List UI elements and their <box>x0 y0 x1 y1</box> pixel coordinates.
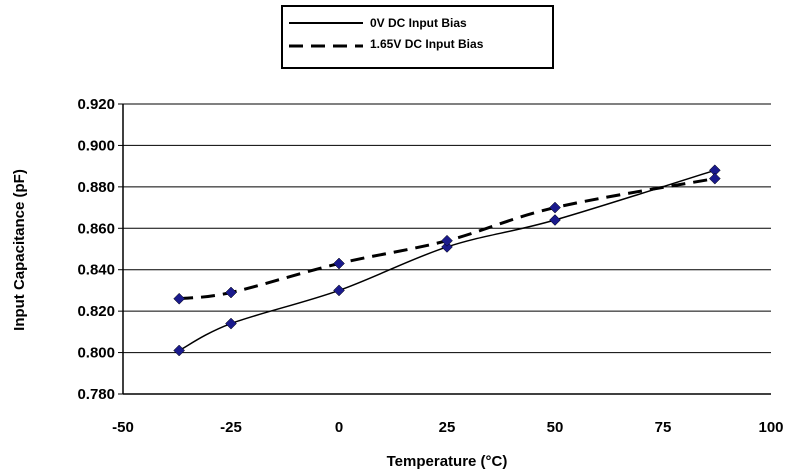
x-tick-label: 100 <box>758 419 783 436</box>
x-tick-label: -50 <box>112 419 134 436</box>
data-point-marker <box>549 214 561 226</box>
y-tick-label: 0.820 <box>77 303 115 320</box>
x-tick-label: 50 <box>547 419 564 436</box>
legend-box <box>281 5 554 69</box>
legend-label-0v: 0V DC Input Bias <box>370 16 467 30</box>
series-lines <box>178 169 716 352</box>
y-tick-label: 0.840 <box>77 262 115 279</box>
data-point-marker <box>441 234 453 247</box>
data-point-marker <box>173 344 186 357</box>
y-tick-label: 0.860 <box>77 220 115 237</box>
y-axis-title: Input Capacitance (pF) <box>11 169 28 331</box>
data-point-marker <box>225 286 237 299</box>
legend: 0V DC Input Bias 1.65V DC Input Bias <box>281 5 554 69</box>
y-tick-label: 0.900 <box>77 137 115 154</box>
x-tick-label: -25 <box>220 419 242 436</box>
x-tick-label: 75 <box>655 419 672 436</box>
data-markers <box>173 164 721 357</box>
y-tick-label: 0.880 <box>77 179 115 196</box>
gridlines <box>123 103 771 354</box>
x-axis-title: Temperature (°C) <box>387 453 508 470</box>
data-point-marker <box>173 292 186 305</box>
data-point-marker <box>549 201 561 214</box>
y-tick-label: 0.800 <box>77 345 115 362</box>
plot-area: 0.780 0.800 0.820 0.840 0.860 0.880 0.900 0.920… <box>77 96 783 436</box>
data-point-marker <box>441 241 453 253</box>
legend-label-165v: 1.65V DC Input Bias <box>370 37 484 51</box>
data-point-marker <box>333 284 345 297</box>
series-line-0v <box>178 169 716 352</box>
data-point-marker <box>225 317 237 330</box>
data-point-marker <box>708 172 721 185</box>
x-tick-labels: -50 -25 0 25 50 75 100 <box>112 419 783 436</box>
y-tick-labels: 0.780 0.800 0.820 0.840 0.860 0.880 0.900 0.920 <box>77 96 123 403</box>
x-tick-label: 0 <box>335 419 343 436</box>
data-point-marker <box>333 257 345 270</box>
y-tick-label: 0.780 <box>77 386 115 403</box>
x-tick-label: 25 <box>439 419 456 436</box>
y-tick-label: 0.920 <box>77 96 115 113</box>
